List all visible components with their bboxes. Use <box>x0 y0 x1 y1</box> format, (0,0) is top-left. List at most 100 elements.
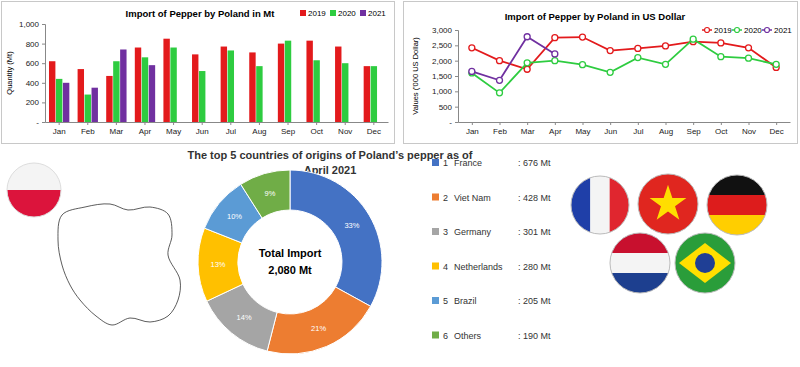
pie-chart: The top 5 countries of origins of Poland… <box>187 149 472 354</box>
legend-swatch <box>300 10 306 16</box>
x-tick: Mar <box>521 122 535 136</box>
tick-label: May <box>575 127 590 136</box>
bar <box>256 66 262 122</box>
y-tick: 2,000 <box>432 57 458 66</box>
y-tick: - <box>449 118 458 127</box>
x-tick: Sep <box>687 122 702 136</box>
line-marker <box>690 36 696 42</box>
tick-mark <box>42 83 45 84</box>
tick-mark <box>583 122 584 125</box>
tick-mark <box>455 45 458 46</box>
axis-line <box>42 25 46 123</box>
tick-mark <box>316 122 317 125</box>
line-marker <box>663 43 669 49</box>
data-label: 14% <box>237 313 252 322</box>
tick-mark <box>42 44 45 45</box>
flag-part <box>707 175 767 195</box>
legend-item: 2Viet Nam: 428 Mt <box>432 193 551 203</box>
y-tick: 600 <box>26 59 45 68</box>
line-marker <box>497 58 503 64</box>
x-tick: Oct <box>310 122 323 136</box>
panel-frame <box>2 2 395 144</box>
tick-label: Nov <box>338 127 352 136</box>
legend-item: 1France: 676 Mt <box>432 158 551 168</box>
legend-rank: 1 <box>443 158 448 168</box>
tick-label: 800 <box>26 40 40 49</box>
x-tick: Jul <box>226 122 236 136</box>
data-label: 9% <box>264 189 275 198</box>
line-marker <box>718 40 724 46</box>
legend-swatch <box>432 332 439 339</box>
tick-mark <box>144 122 145 125</box>
flag-rim <box>675 233 735 293</box>
tick-label: Jul <box>633 127 643 136</box>
tick-label: 600 <box>26 59 40 68</box>
tick-mark <box>455 61 458 62</box>
legend-quantity: : 301 Mt <box>518 227 551 237</box>
chart-title: Import of Pepper by Poland in Mt <box>126 8 276 19</box>
tick-mark <box>638 122 639 125</box>
legend-marker <box>765 28 770 33</box>
tick-label: - <box>36 118 39 127</box>
tick-label: 200 <box>26 98 40 107</box>
x-axis: JanFebMarAprMayJunJulAugSepOctNovDec <box>46 122 389 136</box>
slice <box>267 287 370 354</box>
line-marker <box>552 35 558 41</box>
bar <box>142 57 148 122</box>
tick-label: 500 <box>439 103 453 112</box>
x-tick: Oct <box>715 122 728 136</box>
legend-quantity: : 190 Mt <box>518 331 551 341</box>
line-marker <box>524 34 530 40</box>
tick-label: Jan <box>466 127 479 136</box>
tick-label: Feb <box>493 127 507 136</box>
flag-stripe <box>7 190 61 217</box>
poland-decor <box>7 163 180 325</box>
legend-item: 2019 <box>702 26 732 35</box>
bar <box>306 41 312 122</box>
x-tick: May <box>166 122 181 136</box>
axis-line <box>459 122 791 123</box>
legend-item: 4Netherlands: 280 Mt <box>432 262 551 272</box>
x-tick: Aug <box>659 122 673 136</box>
line-marker <box>524 66 530 72</box>
tick-mark <box>472 122 473 125</box>
title-line: The top 5 countries of origins of Poland… <box>187 149 472 161</box>
bar <box>106 76 112 122</box>
line-marker <box>663 61 669 67</box>
y-axis: -5001,0001,5002,0002,5003,000 <box>432 26 459 127</box>
legend-rank: 3 <box>443 227 448 237</box>
legend-label: Others <box>454 331 482 341</box>
x-tick: Feb <box>81 122 95 136</box>
flag <box>610 233 670 294</box>
flag-part <box>675 233 735 293</box>
legend-swatch <box>360 10 366 16</box>
bar <box>192 54 198 122</box>
bar <box>63 83 69 122</box>
legend-item: 2019 <box>300 9 326 18</box>
legend-item: 3Germany: 301 Mt <box>432 227 551 237</box>
flag-part <box>695 253 715 273</box>
legend-item: 2020 <box>732 26 762 35</box>
data-label: 33% <box>344 221 359 230</box>
tick-mark <box>666 122 667 125</box>
legend-label: 2019 <box>714 26 732 35</box>
legend-quantity: : 428 Mt <box>518 193 551 203</box>
legend-rank: 2 <box>443 193 448 203</box>
legend-swatch <box>432 159 439 166</box>
bar <box>78 69 84 122</box>
bar <box>221 47 227 122</box>
line-marker <box>773 61 779 67</box>
poland-outline <box>58 204 181 325</box>
bar <box>313 60 319 122</box>
tick-label: Aug <box>659 127 673 136</box>
legend-item: 2020 <box>330 9 356 18</box>
panel-frame <box>404 2 798 144</box>
y-tick: 3,000 <box>432 26 458 35</box>
tick-label: Oct <box>715 127 728 136</box>
legend: 201920202021 <box>300 9 386 18</box>
flag-part <box>638 174 698 234</box>
bar <box>249 52 255 122</box>
tick-label: May <box>166 127 181 136</box>
x-tick: Mar <box>109 122 123 136</box>
bar-chart: Import of Pepper by Poland in MtQuantity… <box>5 8 389 136</box>
